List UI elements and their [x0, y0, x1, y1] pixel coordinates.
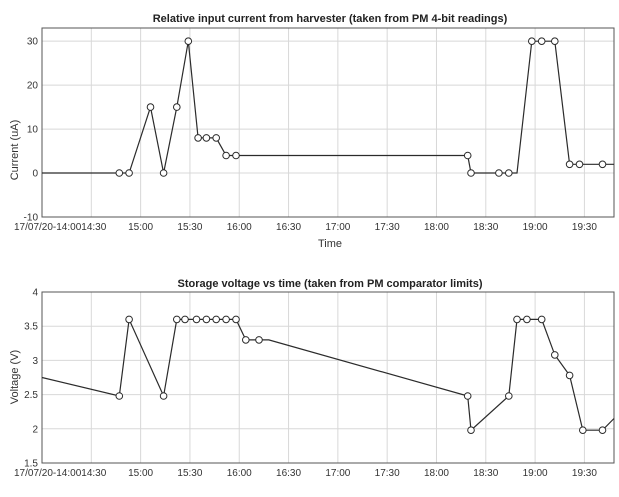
voltage-x-tick-label: 16:30 — [276, 468, 301, 479]
current-x-tick-label: 16:00 — [227, 222, 252, 233]
voltage-data-point — [202, 315, 211, 324]
current-y-tick-label: 30 — [27, 37, 39, 48]
current-x-tick-label: 17/07/20-14:0014:30 — [14, 222, 107, 233]
voltage-data-point — [222, 315, 230, 324]
current-data-point — [232, 151, 240, 160]
current-data-point — [115, 169, 124, 177]
current-data-point — [202, 134, 211, 142]
voltage-data-point — [181, 315, 189, 324]
voltage-y-tick-label: 2.5 — [24, 390, 38, 401]
current-y-tick-label: 0 — [32, 169, 38, 180]
current-x-tick-label: 16:30 — [276, 222, 301, 233]
voltage-data-point — [537, 315, 546, 324]
current-data-point — [146, 103, 155, 111]
voltage-x-tick-label: 18:30 — [473, 468, 498, 479]
voltage-y-tick-label: 4 — [32, 288, 38, 299]
voltage-x-tick-label: 18:00 — [424, 468, 449, 479]
current-x-tick-label: 15:30 — [177, 222, 202, 233]
voltage-data-point — [565, 371, 574, 380]
current-data-point — [565, 160, 574, 169]
current-x-tick-label: 18:00 — [424, 222, 449, 233]
voltage-x-tick-label: 15:30 — [177, 468, 202, 479]
current-data-point — [575, 160, 584, 169]
voltage-data-point — [192, 315, 201, 324]
current-data-point — [159, 169, 168, 177]
voltage-data-point — [463, 392, 472, 400]
current-chart-title: Relative input current from harvester (t… — [153, 13, 508, 25]
current-data-point — [194, 134, 202, 142]
current-data-point — [495, 169, 503, 177]
voltage-y-axis-label: Voltage (V) — [9, 350, 21, 404]
current-x-tick-label: 19:00 — [523, 222, 548, 233]
current-x-tick-label: 18:30 — [473, 222, 498, 233]
current-data-point — [551, 37, 559, 46]
current-x-tick-label: 17:00 — [325, 222, 350, 233]
current-data-point — [173, 103, 181, 111]
current-data-point — [212, 134, 220, 142]
current-plot-area — [41, 27, 615, 218]
current-data-point — [467, 169, 475, 177]
voltage-x-tick-label: 17:00 — [325, 468, 350, 479]
voltage-panel: Storage voltage vs time (taken from PM c… — [9, 278, 615, 479]
voltage-data-point — [115, 392, 124, 400]
current-x-tick-label: 17:30 — [375, 222, 400, 233]
current-x-axis-label: Time — [318, 238, 342, 250]
current-y-tick-label: 10 — [27, 125, 39, 136]
voltage-x-tick-label: 16:00 — [227, 468, 252, 479]
voltage-data-point — [125, 315, 133, 324]
voltage-chart-title: Storage voltage vs time (taken from PM c… — [177, 278, 482, 290]
current-data-point — [184, 37, 193, 46]
current-data-point — [463, 151, 472, 160]
current-x-tick-label: 19:30 — [572, 222, 597, 233]
current-data-point — [528, 37, 536, 46]
voltage-data-point — [523, 315, 531, 324]
voltage-data-point — [159, 392, 168, 400]
current-panel: Relative input current from harvester (t… — [9, 13, 615, 250]
voltage-data-point — [505, 392, 513, 400]
voltage-data-point — [467, 426, 475, 435]
voltage-x-tick-label: 19:30 — [572, 468, 597, 479]
voltage-data-point — [212, 315, 220, 324]
voltage-data-point — [513, 315, 521, 324]
current-y-axis-label: Current (uA) — [9, 120, 21, 181]
voltage-data-point — [551, 351, 559, 359]
voltage-x-tick-label: 17:30 — [375, 468, 400, 479]
voltage-y-tick-label: 2 — [32, 424, 38, 435]
voltage-x-tick-label: 17/07/20-14:0014:30 — [14, 468, 107, 479]
voltage-y-tick-label: 1.5 — [24, 459, 38, 470]
current-data-point — [125, 169, 133, 177]
current-data-point — [505, 169, 513, 177]
voltage-data-point — [173, 315, 181, 324]
current-plot-border — [41, 27, 615, 218]
voltage-x-tick-label: 15:00 — [128, 468, 153, 479]
current-data-point — [537, 37, 546, 46]
voltage-data-point — [242, 336, 250, 344]
current-x-tick-label: 15:00 — [128, 222, 153, 233]
voltage-y-tick-label: 3.5 — [24, 322, 38, 333]
voltage-data-point — [598, 426, 607, 435]
current-y-tick-label: -10 — [24, 213, 39, 224]
voltage-data-point — [579, 426, 587, 435]
current-data-point — [598, 160, 607, 169]
voltage-y-tick-label: 3 — [32, 356, 38, 367]
voltage-data-point — [255, 336, 263, 344]
current-y-tick-label: 20 — [27, 81, 39, 92]
voltage-data-point — [232, 315, 240, 324]
current-data-point — [222, 151, 230, 160]
voltage-x-tick-label: 19:00 — [523, 468, 548, 479]
